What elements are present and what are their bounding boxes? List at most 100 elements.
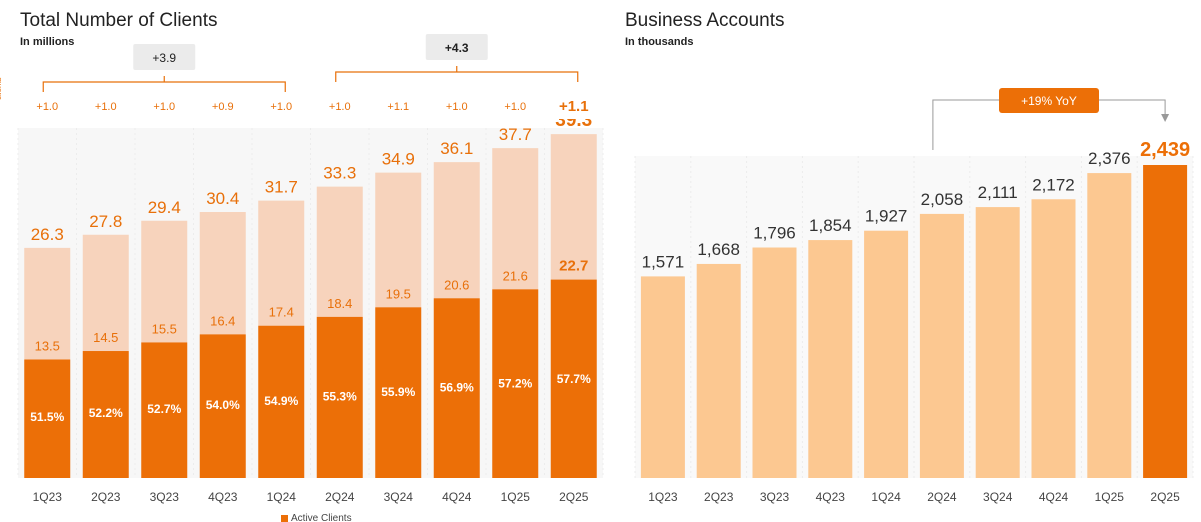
- inactive-clients-label: 14.5: [93, 330, 118, 345]
- group-adds-label: +3.9: [152, 51, 176, 65]
- business-accounts-bar: [640, 276, 685, 478]
- active-share-label: 55.3%: [323, 390, 357, 404]
- quarterly-adds-box: [261, 92, 302, 119]
- active-share-label: 54.9%: [264, 394, 298, 408]
- quarterly-adds-box: [550, 92, 597, 119]
- x-tick-label: 1Q24: [267, 490, 297, 504]
- inactive-clients-label: 18.4: [327, 296, 352, 311]
- inactive-clients-bar: [82, 234, 129, 352]
- business-accounts-label: 1,796: [753, 224, 796, 243]
- quarterly-adds-box: [436, 92, 477, 119]
- inactive-clients-bar: [375, 172, 422, 308]
- inactive-clients-label: 19.5: [386, 286, 411, 301]
- quarterly-adds-label: +1.0: [36, 101, 58, 113]
- inactive-clients-bar: [316, 186, 363, 317]
- business-chart-title: Business Accounts: [625, 10, 785, 31]
- quarterly-adds-label: +1.0: [270, 101, 292, 113]
- business-accounts-bar: [975, 207, 1020, 479]
- inactive-clients-label: 16.4: [210, 313, 235, 328]
- x-tick-label: 3Q23: [760, 490, 790, 504]
- business-accounts-bar: [919, 213, 964, 478]
- active-share-label: 52.2%: [89, 406, 123, 420]
- active-clients-bar: [24, 359, 71, 478]
- inactive-clients-bar: [433, 162, 480, 299]
- active-clients-bar: [375, 307, 422, 478]
- total-clients-label: 33.3: [323, 164, 356, 183]
- inactive-clients-bar: [258, 200, 305, 326]
- inactive-clients-bar: [199, 212, 246, 335]
- active-clients-bar: [258, 325, 305, 478]
- x-tick-label: 3Q24: [384, 490, 414, 504]
- active-share-label: 56.9%: [440, 381, 474, 395]
- inactive-clients-bar: [24, 247, 71, 360]
- quarterly-adds-label: +1.0: [153, 101, 175, 113]
- legend-swatch-active: [281, 515, 288, 522]
- quarterly-adds-box: [202, 92, 243, 119]
- x-tick-label: 4Q24: [1039, 490, 1069, 504]
- x-tick-label: 2Q25: [559, 490, 589, 504]
- business-accounts-label: 2,058: [921, 190, 964, 209]
- active-clients-bar: [433, 298, 480, 478]
- quarterly-adds-label: +1.1: [559, 98, 589, 115]
- total-clients-label: 34.9: [382, 150, 415, 169]
- x-tick-label: 2Q25: [1150, 490, 1180, 504]
- yoy-badge-label: +19% YoY: [1021, 94, 1077, 108]
- inactive-clients-label: 15.5: [152, 321, 177, 336]
- quarterly-adds-label: +1.0: [446, 101, 468, 113]
- total-clients-label: 30.4: [206, 189, 239, 208]
- total-clients-label: 27.8: [89, 212, 122, 231]
- inactive-clients-label: 21.6: [503, 268, 528, 283]
- x-tick-label: 2Q24: [325, 490, 355, 504]
- active-clients-bar: [199, 334, 246, 478]
- business-accounts-label: 2,376: [1088, 149, 1131, 168]
- business-chart-subtitle: In thousands: [625, 36, 694, 48]
- group-adds-label: +4.3: [445, 41, 469, 55]
- clients-chart-title: Total Number of Clients: [20, 10, 218, 31]
- x-tick-label: 4Q24: [442, 490, 472, 504]
- active-share-label: 57.7%: [557, 372, 591, 386]
- business-accounts-label: 1,571: [642, 252, 685, 271]
- x-tick-label: 1Q23: [648, 490, 678, 504]
- business-accounts-bar: [864, 230, 909, 478]
- quarterly-adds-box: [85, 92, 126, 119]
- business-accounts-bar: [808, 240, 853, 478]
- quarterly-adds-label: +1.1: [387, 101, 409, 113]
- total-clients-label: 31.7: [265, 178, 298, 197]
- quarterly-adds-label: +1.0: [504, 101, 526, 113]
- inactive-clients-label: 20.6: [444, 277, 469, 292]
- clients-chart-subtitle: In millions: [20, 36, 75, 48]
- x-tick-label: 3Q23: [150, 490, 180, 504]
- group-adds-box: [133, 44, 196, 70]
- inactive-clients-bar: [141, 220, 188, 343]
- quarterly-adds-label: +1.0: [95, 101, 117, 113]
- inactive-clients-bar: [492, 148, 539, 290]
- quarterly-adds-box: [495, 92, 536, 119]
- x-tick-label: 1Q23: [33, 490, 63, 504]
- business-accounts-bar: [696, 263, 741, 478]
- x-tick-label: 2Q23: [91, 490, 121, 504]
- yoy-arrowhead: [1161, 114, 1170, 122]
- x-tick-label: 4Q23: [208, 490, 238, 504]
- x-tick-label: 3Q24: [983, 490, 1013, 504]
- x-tick-label: 1Q24: [871, 490, 901, 504]
- legend-label-active: Active Clients: [291, 513, 352, 522]
- business-accounts-label: 2,439: [1140, 139, 1190, 161]
- active-share-label: 57.2%: [498, 376, 532, 390]
- group-adds-bracket: [335, 71, 579, 82]
- business-accounts-label: 2,111: [978, 183, 1018, 202]
- business-accounts-bar: [752, 247, 797, 478]
- total-clients-label: 36.1: [440, 139, 473, 158]
- inactive-clients-label: 13.5: [35, 338, 60, 353]
- inactive-clients-bar: [550, 134, 597, 280]
- business-accounts-bar: [1031, 199, 1076, 478]
- quarterly-adds-box: [378, 92, 419, 119]
- total-clients-label: 29.4: [148, 198, 181, 217]
- business-accounts-label: 1,854: [809, 216, 852, 235]
- total-clients-label: 37.7: [499, 125, 532, 144]
- active-clients-bar: [82, 351, 129, 478]
- business-accounts-bar: [1143, 165, 1188, 478]
- group-adds-bracket: [42, 81, 286, 92]
- inactive-clients-label: 22.7: [559, 258, 588, 275]
- active-clients-bar: [141, 342, 188, 478]
